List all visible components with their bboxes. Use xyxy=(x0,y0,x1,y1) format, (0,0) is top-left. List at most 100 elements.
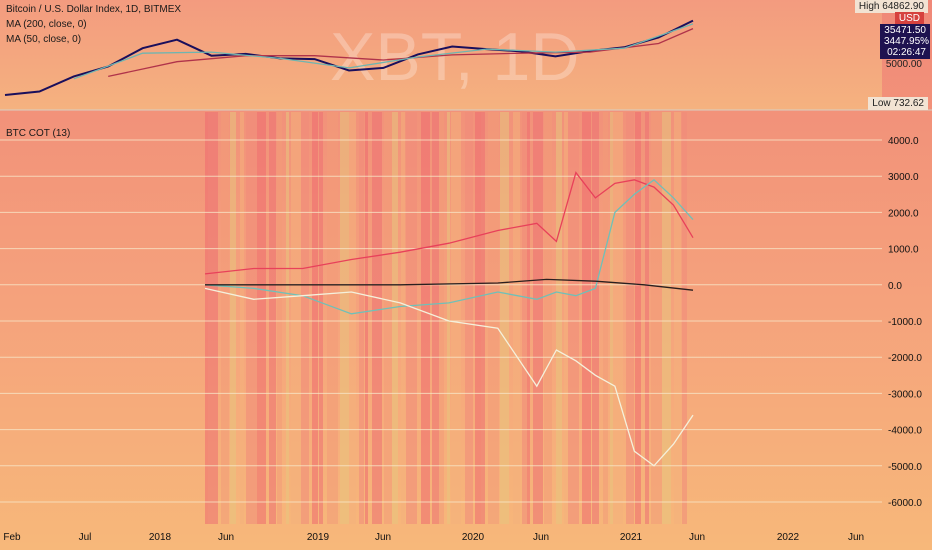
stripe xyxy=(221,112,229,524)
last-price: 35471.50 xyxy=(884,25,926,36)
stripe xyxy=(682,112,687,524)
low-label: Low xyxy=(872,98,891,109)
stripe xyxy=(662,112,671,524)
stripe xyxy=(208,112,218,524)
y-tick-label: 0.0 xyxy=(888,281,902,292)
stripe xyxy=(603,112,608,524)
cot-series-dark xyxy=(205,278,694,291)
stripe xyxy=(475,112,481,524)
stripe xyxy=(645,112,649,524)
price-series-2 xyxy=(73,23,694,80)
level-label: 5000.00 xyxy=(885,59,922,70)
stripe xyxy=(205,112,208,524)
x-tick-label: Jun xyxy=(218,532,234,543)
stripe xyxy=(286,112,289,524)
x-tick-label: Jul xyxy=(79,532,92,543)
stripe xyxy=(488,112,499,524)
stripe xyxy=(312,112,318,524)
stripe xyxy=(533,112,543,524)
stripe xyxy=(451,112,461,524)
stripe xyxy=(564,112,568,524)
stripe xyxy=(269,112,276,524)
stripe xyxy=(556,112,562,524)
high-label: High xyxy=(858,1,880,12)
stripe xyxy=(257,112,266,524)
stripe xyxy=(401,112,405,524)
high-tag: High 64862.90 xyxy=(854,0,928,13)
y-axis-ticks: 4000.0 3000.0 2000.0 1000.0 0.0 -1000.0 -2000.… xyxy=(888,136,922,509)
grid-lines xyxy=(0,139,882,503)
indicator-stripes xyxy=(205,112,687,524)
indicator-title: BTC COT (13) xyxy=(6,128,71,139)
x-tick-label: 2021 xyxy=(620,532,643,543)
ma200-legend[interactable]: MA (200, close, 0) xyxy=(6,19,87,30)
y-tick-label: -6000.0 xyxy=(888,498,922,509)
stripe xyxy=(522,112,527,524)
x-tick-label: Jun xyxy=(533,532,549,543)
stripe xyxy=(527,112,530,524)
x-tick-label: Feb xyxy=(3,532,21,543)
cot-lines xyxy=(204,171,694,467)
high-value: 64862.90 xyxy=(882,1,924,12)
stripe xyxy=(406,112,417,524)
price-lines xyxy=(4,19,694,96)
watermark: XBT, 1D xyxy=(330,19,579,95)
x-axis-ticks: Feb Jul 2018 Jun 2019 Jun 2020 Jun 2021 Jun 2022 Ju… xyxy=(3,532,864,543)
stripe xyxy=(291,112,301,524)
stripe xyxy=(340,112,349,524)
stripe xyxy=(301,112,309,524)
y-tick-label: -2000.0 xyxy=(888,353,922,364)
stripe xyxy=(319,112,323,524)
stripe xyxy=(582,112,591,524)
y-tick-label: 4000.0 xyxy=(888,136,919,147)
cot-series-red xyxy=(204,171,694,275)
stripe xyxy=(500,112,509,524)
symbol-title[interactable]: Bitcoin / U.S. Dollar Index, 1D, BITMEX xyxy=(6,4,182,15)
ma50-legend[interactable]: MA (50, close, 0) xyxy=(6,34,82,45)
stripe xyxy=(610,112,613,524)
stripe xyxy=(447,112,450,524)
stripe xyxy=(592,112,599,524)
stripe xyxy=(240,112,244,524)
price-legend: Bitcoin / U.S. Dollar Index, 1D, BITMEX … xyxy=(6,2,181,47)
stripe xyxy=(421,112,430,524)
stripe xyxy=(432,112,439,524)
stripe xyxy=(392,112,398,524)
change-pct: 3447.95% xyxy=(884,36,930,47)
stripe xyxy=(568,112,579,524)
indicator-legend[interactable]: BTC COT (13) xyxy=(6,126,70,141)
stripe xyxy=(246,112,257,524)
y-tick-label: 2000.0 xyxy=(888,208,919,219)
stripe xyxy=(626,112,634,524)
y-tick-label: -3000.0 xyxy=(888,389,922,400)
price-pane-bg xyxy=(0,0,882,110)
y-tick-label: 1000.0 xyxy=(888,245,919,256)
x-tick-label: Jun xyxy=(848,532,864,543)
x-tick-label: Jun xyxy=(689,532,705,543)
stripe xyxy=(365,112,368,524)
currency-tag[interactable]: USD xyxy=(894,12,924,25)
cot-series-teal xyxy=(204,178,694,315)
stripe xyxy=(359,112,364,524)
y-tick-label: 3000.0 xyxy=(888,172,919,183)
stripe xyxy=(327,112,338,524)
stripe xyxy=(277,112,282,524)
stripe xyxy=(544,112,552,524)
stripe xyxy=(349,112,356,524)
x-tick-label: 2018 xyxy=(149,532,172,543)
stripe xyxy=(613,112,623,524)
x-tick-label: 2019 xyxy=(307,532,330,543)
y-tick-label: -4000.0 xyxy=(888,426,922,437)
y-tick-label: -5000.0 xyxy=(888,462,922,473)
stripe xyxy=(372,112,382,524)
stripe xyxy=(513,112,520,524)
low-value: 732.62 xyxy=(893,98,924,109)
stripe xyxy=(230,112,236,524)
bar-countdown: 02:26:47 xyxy=(887,47,926,58)
stripe xyxy=(635,112,641,524)
cot-series-white xyxy=(204,287,694,467)
x-tick-label: 2020 xyxy=(462,532,485,543)
stripe xyxy=(465,112,473,524)
y-tick-label: -1000.0 xyxy=(888,317,922,328)
